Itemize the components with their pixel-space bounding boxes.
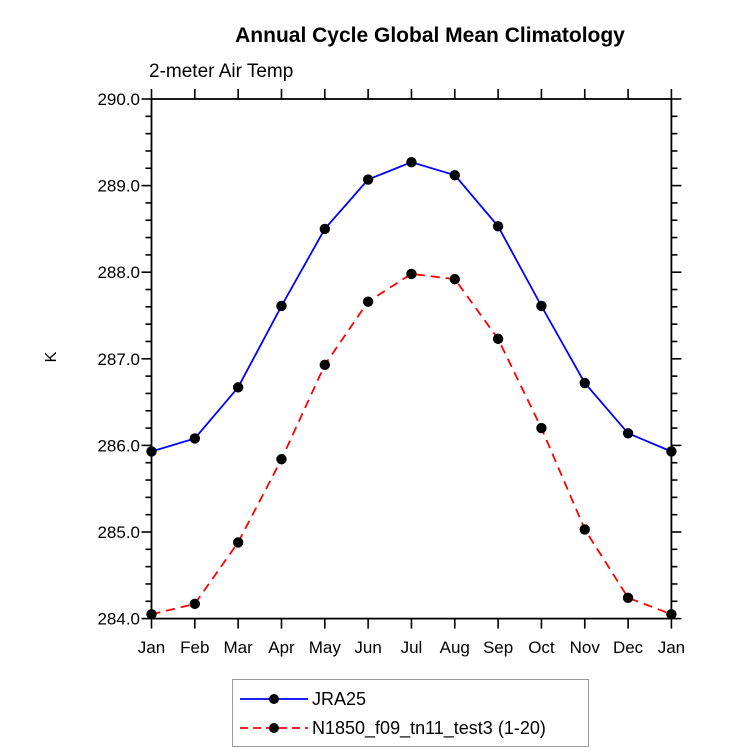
series-line-jra25	[151, 161, 672, 453]
data-point	[146, 609, 157, 620]
y-tick-label: 289.0	[97, 177, 140, 196]
data-point	[406, 157, 417, 168]
plot-frame	[150, 98, 673, 620]
x-tick-label: Jul	[401, 638, 423, 657]
data-point	[189, 598, 201, 610]
data-point	[449, 273, 460, 285]
x-tick-label: Sep	[483, 638, 513, 657]
data-point	[666, 609, 677, 620]
x-tick-label: May	[309, 638, 342, 657]
x-tick-label: Aug	[440, 638, 470, 657]
axis-ticks	[141, 89, 682, 629]
legend-label-jra25: JRA25	[312, 688, 367, 709]
legend-entry-n1850: N1850_f09_tn11_test3 (1-20)	[238, 717, 546, 739]
x-tick-label: Apr	[268, 638, 295, 657]
y-tick-label: 290.0	[97, 90, 140, 109]
x-tick-label: Feb	[180, 638, 209, 657]
y-tick-label: 286.0	[97, 436, 140, 455]
data-point	[536, 422, 547, 434]
data-point	[319, 223, 330, 235]
data-point	[362, 174, 374, 185]
y-tick-label: 288.0	[97, 263, 140, 282]
data-point	[579, 524, 590, 535]
legend-entry-jra25: JRA25	[238, 688, 366, 710]
legend-sample-n1850-line-icon	[240, 723, 308, 733]
data-point	[319, 359, 330, 371]
x-tick-label: Oct	[528, 638, 555, 657]
legend-sample-jra25-line-icon	[240, 694, 308, 704]
data-point	[146, 446, 157, 457]
data-point	[189, 433, 201, 444]
data-point	[232, 382, 244, 393]
x-tick-label: Jan	[138, 638, 165, 657]
series-markers-n1850	[146, 268, 677, 620]
data-point	[492, 333, 504, 345]
data-point	[449, 170, 460, 181]
x-tick-label: Nov	[570, 638, 601, 657]
chart-subtitle: 2-meter Air Temp	[149, 61, 294, 82]
y-tick-label: 284.0	[97, 610, 140, 629]
data-point	[622, 592, 634, 604]
y-tick-label: 285.0	[97, 523, 140, 542]
data-point	[622, 428, 634, 439]
data-point	[666, 446, 677, 457]
data-point	[536, 300, 547, 312]
chart-title: Annual Cycle Global Mean Climatology	[235, 24, 625, 47]
data-point	[276, 454, 287, 465]
series-line-n1850	[151, 272, 672, 616]
data-point	[232, 537, 244, 548]
data-point	[276, 300, 287, 312]
x-tick-label: Mar	[224, 638, 254, 657]
series-markers-jra25	[146, 157, 677, 457]
data-point	[492, 221, 504, 232]
data-point	[362, 296, 374, 307]
x-tick-label: Dec	[613, 638, 644, 657]
x-tick-label: Jan	[658, 638, 685, 657]
legend-box: JRA25 N1850_f09_tn11_test3 (1-20)	[232, 679, 589, 747]
y-tick-label: 287.0	[97, 350, 140, 369]
x-tick-label: Jun	[354, 638, 381, 657]
legend-label-n1850: N1850_f09_tn11_test3 (1-20)	[312, 717, 546, 738]
data-point	[406, 268, 417, 280]
data-point	[579, 377, 590, 389]
